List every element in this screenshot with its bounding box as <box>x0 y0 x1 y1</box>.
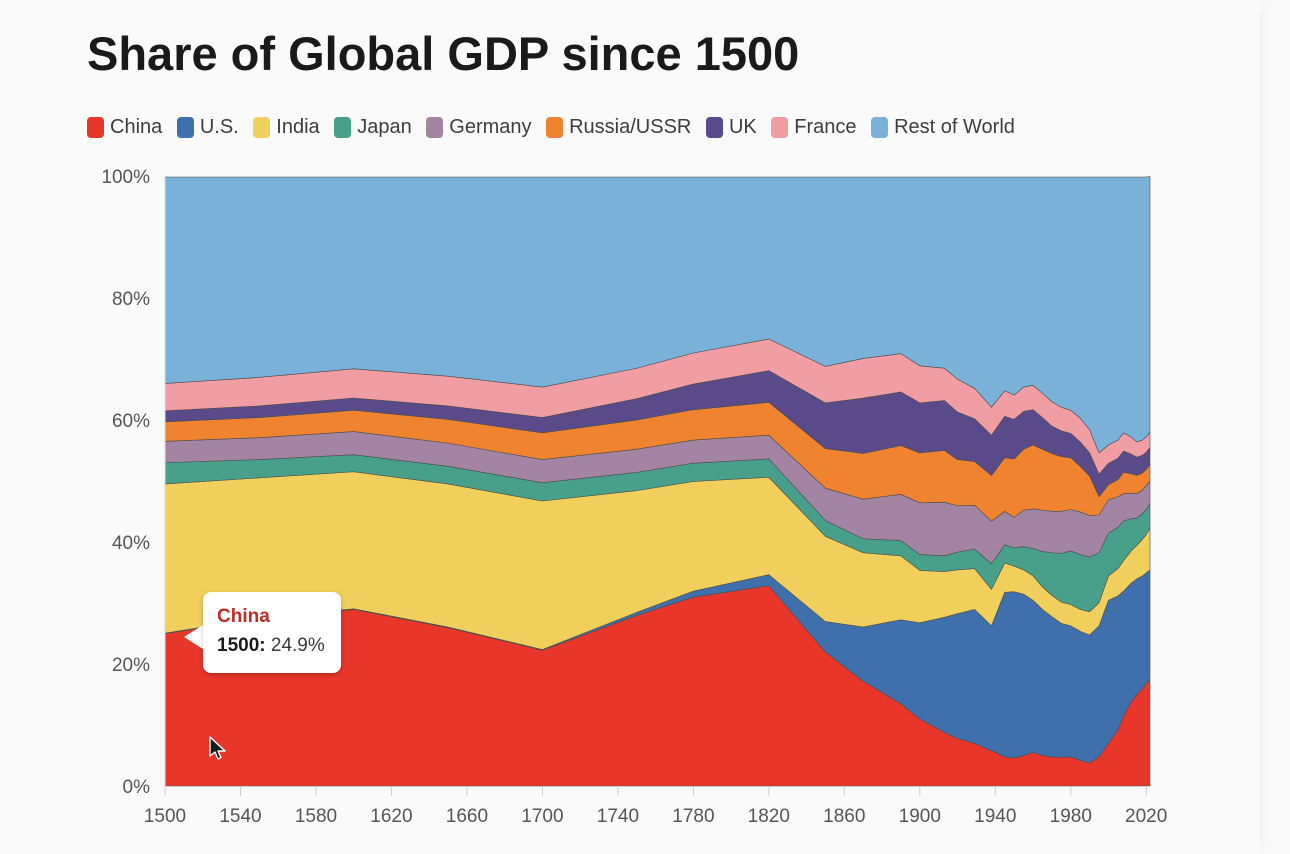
svg-text:1900: 1900 <box>899 806 941 827</box>
svg-text:1700: 1700 <box>521 806 563 827</box>
svg-text:1860: 1860 <box>823 806 865 827</box>
svg-text:0%: 0% <box>123 777 151 798</box>
svg-text:40%: 40% <box>112 533 150 554</box>
svg-text:2020: 2020 <box>1125 806 1167 827</box>
svg-text:1580: 1580 <box>295 806 337 827</box>
svg-text:1820: 1820 <box>748 806 790 827</box>
svg-text:20%: 20% <box>112 655 150 676</box>
svg-text:80%: 80% <box>112 289 150 310</box>
svg-text:1980: 1980 <box>1050 806 1092 827</box>
svg-text:60%: 60% <box>112 411 150 432</box>
svg-text:1500: 1500 <box>144 806 186 827</box>
svg-text:1940: 1940 <box>974 806 1016 827</box>
svg-text:100%: 100% <box>101 167 150 188</box>
svg-text:1780: 1780 <box>672 806 714 827</box>
svg-text:1660: 1660 <box>446 806 488 827</box>
svg-text:1740: 1740 <box>597 806 639 827</box>
svg-text:1540: 1540 <box>219 806 261 827</box>
svg-text:1620: 1620 <box>370 806 412 827</box>
